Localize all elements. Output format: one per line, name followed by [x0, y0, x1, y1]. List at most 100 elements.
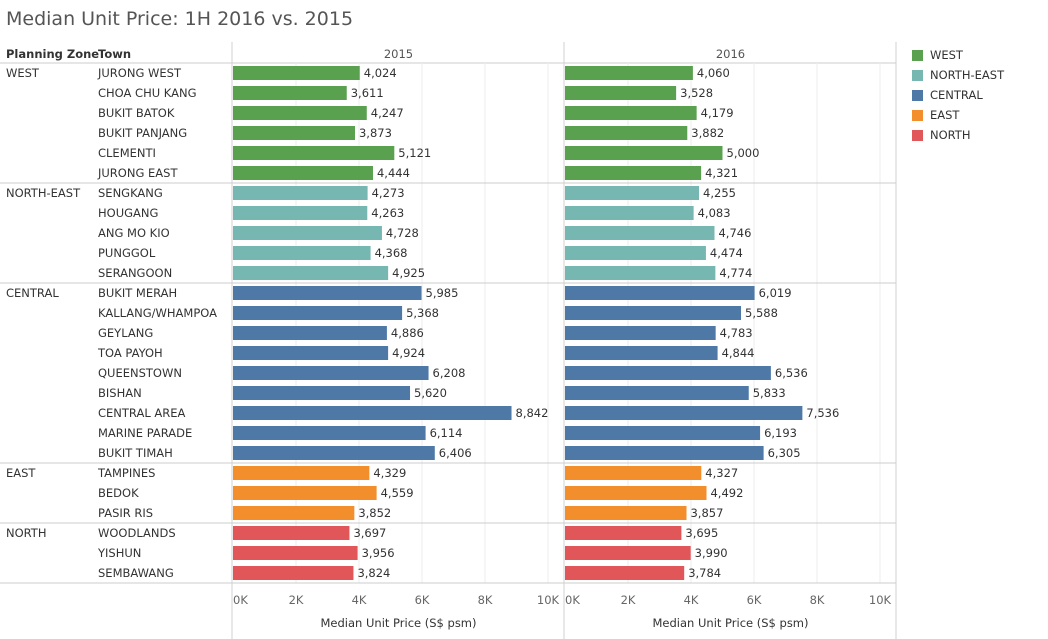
bar-2016-bukit-timah: [565, 446, 764, 460]
value-label-2015-ang-mo-kio: 4,728: [386, 226, 419, 240]
axis-title-2015: Median Unit Price (S$ psm): [321, 616, 477, 630]
legend-item-north-east[interactable]: NORTH-EAST: [912, 65, 1004, 85]
bar-2015-tampines: [233, 466, 370, 480]
bar-2015-sembawang: [233, 566, 354, 580]
town-label-tampines: TAMPINES: [97, 466, 155, 480]
value-label-2015-hougang: 4,263: [371, 206, 404, 220]
value-label-2016-bukit-batok: 4,179: [701, 106, 734, 120]
bar-2015-queenstown: [233, 366, 429, 380]
town-label-bishan: BISHAN: [98, 386, 142, 400]
value-label-2016-clementi: 5,000: [727, 146, 760, 160]
bar-2015-clementi: [233, 146, 395, 160]
value-label-2016-yishun: 3,990: [695, 546, 728, 560]
town-label-ang-mo-kio: ANG MO KIO: [98, 226, 170, 240]
bar-2016-jurong-east: [565, 166, 702, 180]
value-label-2015-jurong-west: 4,024: [364, 66, 397, 80]
value-label-2015-choa-chu-kang: 3,611: [351, 86, 384, 100]
bar-2016-central-area: [565, 406, 803, 420]
tick-label-2015-6k: 6K: [415, 593, 430, 607]
value-label-2016-pasir-ris: 3,857: [690, 506, 723, 520]
value-label-2015-toa-payoh: 4,924: [392, 346, 425, 360]
bar-2016-marine-parade: [565, 426, 761, 440]
bar-2016-geylang: [565, 326, 716, 340]
bar-2015-ang-mo-kio: [233, 226, 382, 240]
bar-2016-hougang: [565, 206, 694, 220]
bar-2015-hougang: [233, 206, 368, 220]
value-label-2016-hougang: 4,083: [698, 206, 731, 220]
value-label-2015-tampines: 4,329: [373, 466, 406, 480]
bar-2015-jurong-east: [233, 166, 373, 180]
legend-label-west: WEST: [930, 48, 963, 62]
tick-label-2016-8k: 8K: [810, 593, 825, 607]
bar-2016-sembawang: [565, 566, 685, 580]
bar-2016-bukit-merah: [565, 286, 755, 300]
town-label-bukit-panjang: BUKIT PANJANG: [98, 126, 187, 140]
bar-2015-bukit-merah: [233, 286, 422, 300]
value-label-2015-geylang: 4,886: [391, 326, 424, 340]
legend-label-north-east: NORTH-EAST: [930, 68, 1005, 82]
town-label-bukit-merah: BUKIT MERAH: [98, 286, 177, 300]
tick-label-2016-4k: 4K: [684, 593, 699, 607]
town-label-central-area: CENTRAL AREA: [98, 406, 186, 420]
legend-item-central[interactable]: CENTRAL: [912, 85, 1004, 105]
value-label-2016-serangoon: 4,774: [719, 266, 752, 280]
legend-swatch-north: [912, 129, 923, 141]
legend-item-east[interactable]: EAST: [912, 105, 1004, 125]
value-label-2016-jurong-east: 4,321: [705, 166, 738, 180]
town-label-hougang: HOUGANG: [98, 206, 158, 220]
value-label-2016-bukit-timah: 6,305: [768, 446, 801, 460]
bar-2016-bukit-panjang: [565, 126, 688, 140]
bar-2016-ang-mo-kio: [565, 226, 715, 240]
legend-swatch-north-east: [912, 69, 923, 81]
value-label-2015-woodlands: 3,697: [353, 526, 386, 540]
value-label-2016-sengkang: 4,255: [703, 186, 736, 200]
value-label-2016-bishan: 5,833: [753, 386, 786, 400]
bar-2016-sengkang: [565, 186, 700, 200]
town-label-bedok: BEDOK: [98, 486, 139, 500]
value-label-2016-queenstown: 6,536: [775, 366, 808, 380]
bar-2016-toa-payoh: [565, 346, 718, 360]
legend-item-west[interactable]: WEST: [912, 45, 1004, 65]
tick-label-2015-2k: 2K: [289, 593, 304, 607]
value-label-2015-bukit-panjang: 3,873: [359, 126, 392, 140]
value-label-2015-bedok: 4,559: [381, 486, 414, 500]
zone-label-north-east: NORTH-EAST: [6, 186, 81, 200]
zone-label-west: WEST: [6, 66, 40, 80]
town-label-sembawang: SEMBAWANG: [98, 566, 174, 580]
value-label-2015-yishun: 3,956: [362, 546, 395, 560]
bar-2016-punggol: [565, 246, 706, 260]
value-label-2015-sembawang: 3,824: [357, 566, 390, 580]
town-label-jurong-west: JURONG WEST: [97, 66, 182, 80]
legend-label-central: CENTRAL: [930, 88, 983, 102]
tick-label-2016-6k: 6K: [747, 593, 762, 607]
zone-label-north: NORTH: [6, 526, 46, 540]
bar-2015-geylang: [233, 326, 387, 340]
bar-2015-pasir-ris: [233, 506, 355, 520]
town-label-marine-parade: MARINE PARADE: [98, 426, 192, 440]
town-label-bukit-timah: BUKIT TIMAH: [98, 446, 173, 460]
value-label-2016-geylang: 4,783: [720, 326, 753, 340]
tick-label-2015-0k: 0K: [233, 593, 248, 607]
bar-2015-serangoon: [233, 266, 389, 280]
legend-label-north: NORTH: [930, 128, 971, 142]
tick-label-2015-4k: 4K: [352, 593, 367, 607]
value-label-2015-punggol: 4,368: [375, 246, 408, 260]
value-label-2015-sengkang: 4,273: [372, 186, 405, 200]
value-label-2016-tampines: 4,327: [705, 466, 738, 480]
legend-item-north[interactable]: NORTH: [912, 125, 1004, 145]
bar-2016-clementi: [565, 146, 723, 160]
legend-label-east: EAST: [930, 108, 960, 122]
value-label-2015-bukit-merah: 5,985: [426, 286, 459, 300]
value-label-2016-bukit-merah: 6,019: [759, 286, 792, 300]
panel-header-2015: 2015: [384, 47, 413, 61]
town-label-sengkang: SENGKANG: [98, 186, 163, 200]
town-label-bukit-batok: BUKIT BATOK: [98, 106, 175, 120]
town-label-choa-chu-kang: CHOA CHU KANG: [98, 86, 197, 100]
value-label-2015-central-area: 8,842: [516, 406, 549, 420]
town-label-jurong-east: JURONG EAST: [97, 166, 178, 180]
bar-2016-bedok: [565, 486, 707, 500]
bar-2015-central-area: [233, 406, 512, 420]
bar-2016-bukit-batok: [565, 106, 697, 120]
bar-2015-marine-parade: [233, 426, 426, 440]
